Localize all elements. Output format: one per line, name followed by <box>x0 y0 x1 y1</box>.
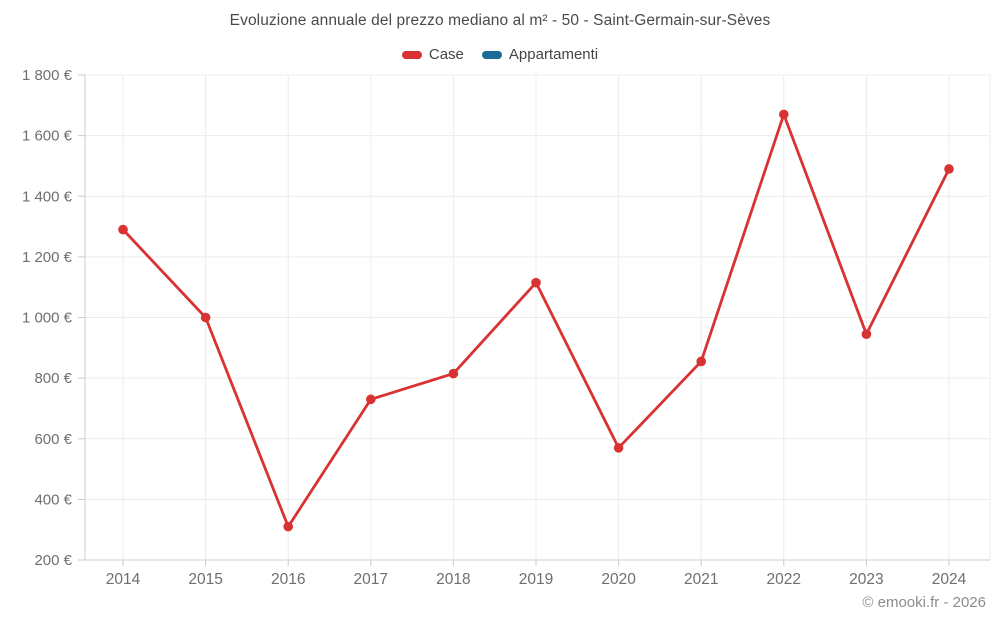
y-axis-label: 1 200 € <box>22 249 73 266</box>
y-axis-label: 400 € <box>34 491 72 508</box>
legend-label: Case <box>428 46 464 63</box>
y-axis-label: 200 € <box>34 552 72 569</box>
legend-item-appartamenti[interactable]: Appartamenti <box>481 46 599 63</box>
y-axis-label: 1 400 € <box>22 188 73 205</box>
case-data-point[interactable] <box>200 312 211 323</box>
case-data-point[interactable] <box>531 277 541 288</box>
x-axis-label: 2017 <box>354 571 388 588</box>
case-data-point[interactable] <box>613 443 624 453</box>
legend-label: Appartamenti <box>508 46 599 63</box>
x-axis-label: 2020 <box>601 571 636 588</box>
case-series-swatch-icon <box>401 50 422 59</box>
x-axis-label: 2015 <box>188 571 222 588</box>
case-data-point[interactable] <box>118 224 128 235</box>
y-axis-label: 800 € <box>34 370 72 387</box>
x-axis-label: 2022 <box>767 571 801 588</box>
case-data-point[interactable] <box>779 109 789 120</box>
x-axis-label: 2021 <box>684 571 718 588</box>
x-axis-label: 2019 <box>519 571 553 588</box>
y-axis-label: 1 800 € <box>22 67 73 84</box>
appartamenti-series-swatch-icon <box>481 50 502 59</box>
chart-legend: Case Appartamenti <box>0 46 1000 63</box>
y-axis-label: 1 000 € <box>22 310 73 327</box>
case-data-point[interactable] <box>366 394 376 405</box>
y-axis-label: 600 € <box>34 431 72 448</box>
copyright-credit: © emooki.fr - 2026 <box>862 594 986 611</box>
y-axis-label: 1 600 € <box>22 128 73 145</box>
case-data-point[interactable] <box>283 521 294 532</box>
x-axis-label: 2018 <box>436 571 470 588</box>
x-axis-label: 2023 <box>849 571 883 588</box>
x-axis-label: 2014 <box>106 571 141 588</box>
x-axis-label: 2016 <box>271 571 305 588</box>
case-data-point[interactable] <box>944 164 954 174</box>
case-data-point[interactable] <box>861 329 872 339</box>
legend-item-case[interactable]: Case <box>401 46 464 63</box>
case-data-point[interactable] <box>448 368 459 379</box>
x-axis-label: 2024 <box>932 571 967 588</box>
chart-title: Evoluzione annuale del prezzo mediano al… <box>229 12 771 29</box>
case-data-point[interactable] <box>696 356 706 367</box>
